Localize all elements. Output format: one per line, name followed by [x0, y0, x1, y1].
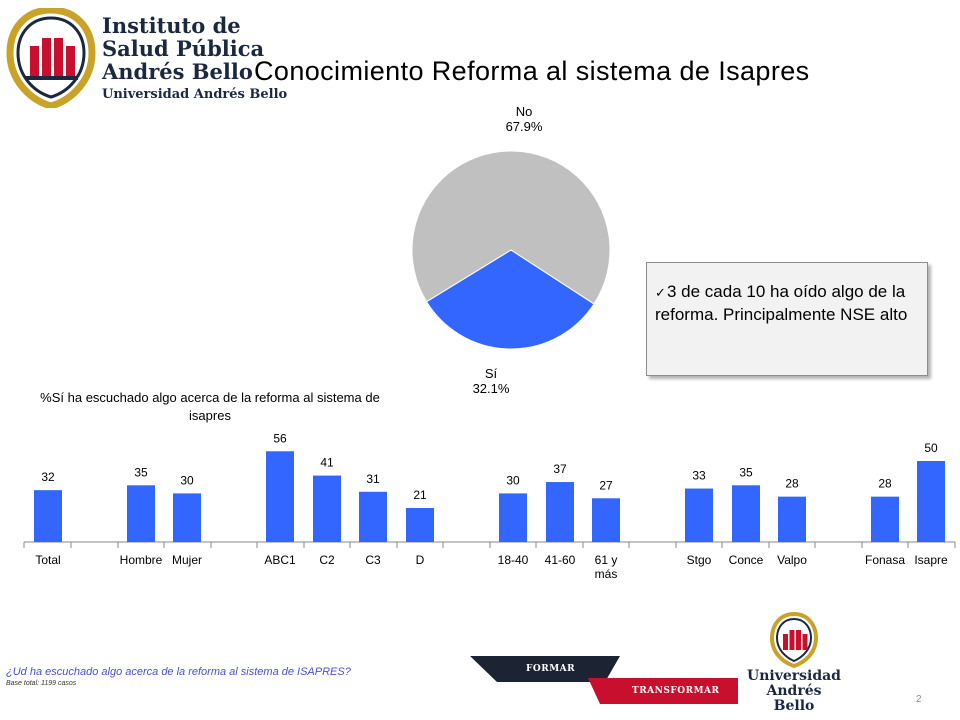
- pie-label-si: Sí 32.1%: [461, 366, 521, 396]
- bar-value-label: 37: [553, 462, 567, 476]
- bar-category-label: 41-60: [545, 553, 576, 567]
- bar-category-label: Stgo: [687, 553, 712, 567]
- pie-label-no-name: No: [515, 104, 533, 119]
- bar-category-label: 61 y: [595, 553, 618, 567]
- checkmark-icon: ✓: [655, 285, 666, 300]
- bar-value-label: 28: [785, 477, 799, 491]
- bar-41-60: [546, 482, 574, 542]
- university-name: Universidad Andrés Bello: [747, 668, 841, 714]
- bar-conce: [732, 485, 760, 542]
- pie-label-si-value: 32.1%: [472, 381, 510, 396]
- pie-label-no-value: 67.9%: [505, 119, 543, 134]
- institute-seal-icon: [6, 8, 96, 108]
- university-seal-icon: [769, 612, 819, 668]
- university-logo: Universidad Andrés Bello: [744, 612, 854, 714]
- bar-fonasa: [871, 496, 899, 542]
- bar-total: [34, 490, 62, 542]
- transformar-label: TRANSFORMAR: [632, 686, 720, 696]
- key-finding-callout: ✓3 de cada 10 ha oído algo de la reforma…: [646, 262, 928, 376]
- logo-line-3: Andrés Bello: [102, 59, 253, 84]
- logo-line-1: Instituto de: [102, 13, 241, 38]
- transformar-band: [588, 678, 738, 704]
- pie-slice-no: [411, 150, 611, 305]
- formar-band: [470, 656, 620, 682]
- survey-question: ¿Ud ha escuchado algo acerca de la refor…: [6, 666, 351, 678]
- bar-value-label: 28: [878, 477, 892, 491]
- bar-category-label: Total: [35, 553, 60, 567]
- bar-category-label: Isapre: [914, 553, 948, 567]
- formar-label: FORMAR: [526, 664, 576, 674]
- logo-line-4: Universidad Andrés Bello: [102, 87, 288, 102]
- page-title: Conocimiento Reforma al sistema de Isapr…: [254, 56, 810, 86]
- bar-value-label: 32: [41, 470, 55, 484]
- bar-category-label: C3: [365, 553, 381, 567]
- bar-category-label: C2: [319, 553, 335, 567]
- pie-slice-si: [425, 249, 595, 350]
- bar-value-label: 31: [366, 472, 380, 486]
- bar-value-label: 50: [924, 441, 938, 455]
- bar-category-label: más: [595, 567, 618, 581]
- survey-base: Base total: 1199 casos: [6, 680, 77, 687]
- bar-value-label: 56: [273, 431, 287, 445]
- page-number: 2: [916, 694, 922, 705]
- pie-label-no: No 67.9%: [494, 104, 554, 134]
- bar-18-40: [499, 493, 527, 542]
- bar-category-label: 18-40: [498, 553, 529, 567]
- bar-abc1: [266, 451, 294, 542]
- bar-value-label: 35: [134, 465, 148, 479]
- bar-value-label: 30: [506, 473, 520, 487]
- bar-isapre: [917, 461, 945, 542]
- bar-d: [406, 507, 434, 542]
- bar-category-label: Mujer: [172, 553, 202, 567]
- bar-value-label: 21: [413, 488, 427, 502]
- bar-category-label: Conce: [729, 553, 764, 567]
- bar-value-label: 30: [180, 473, 194, 487]
- bar-category-label: Hombre: [120, 553, 163, 567]
- bar-value-label: 41: [320, 456, 334, 470]
- bar-category-label: Valpo: [777, 553, 807, 567]
- bar-mujer: [173, 493, 201, 542]
- institute-logo: Instituto de Salud Pública Andrés Bello …: [6, 8, 287, 110]
- bar-61-y-más: [592, 498, 620, 542]
- logo-line-2: Salud Pública: [102, 36, 265, 61]
- bar-hombre: [127, 485, 155, 542]
- bar-category-label: Fonasa: [865, 553, 905, 567]
- bar-category-label: ABC1: [264, 553, 296, 567]
- bar-value-label: 33: [692, 469, 706, 483]
- bar-valpo: [778, 496, 806, 542]
- bar-value-label: 27: [599, 478, 613, 492]
- bar-value-label: 35: [739, 465, 753, 479]
- callout-text: 3 de cada 10 ha oído algo de la reforma.…: [655, 282, 908, 324]
- bar-c3: [359, 491, 387, 542]
- bar-chart-title: %Sí ha escuchado algo acerca de la refor…: [40, 390, 380, 423]
- bar-stgo: [685, 488, 713, 542]
- bar-category-label: D: [416, 553, 425, 567]
- bar-c2: [313, 475, 341, 542]
- pie-label-si-name: Sí: [484, 366, 498, 381]
